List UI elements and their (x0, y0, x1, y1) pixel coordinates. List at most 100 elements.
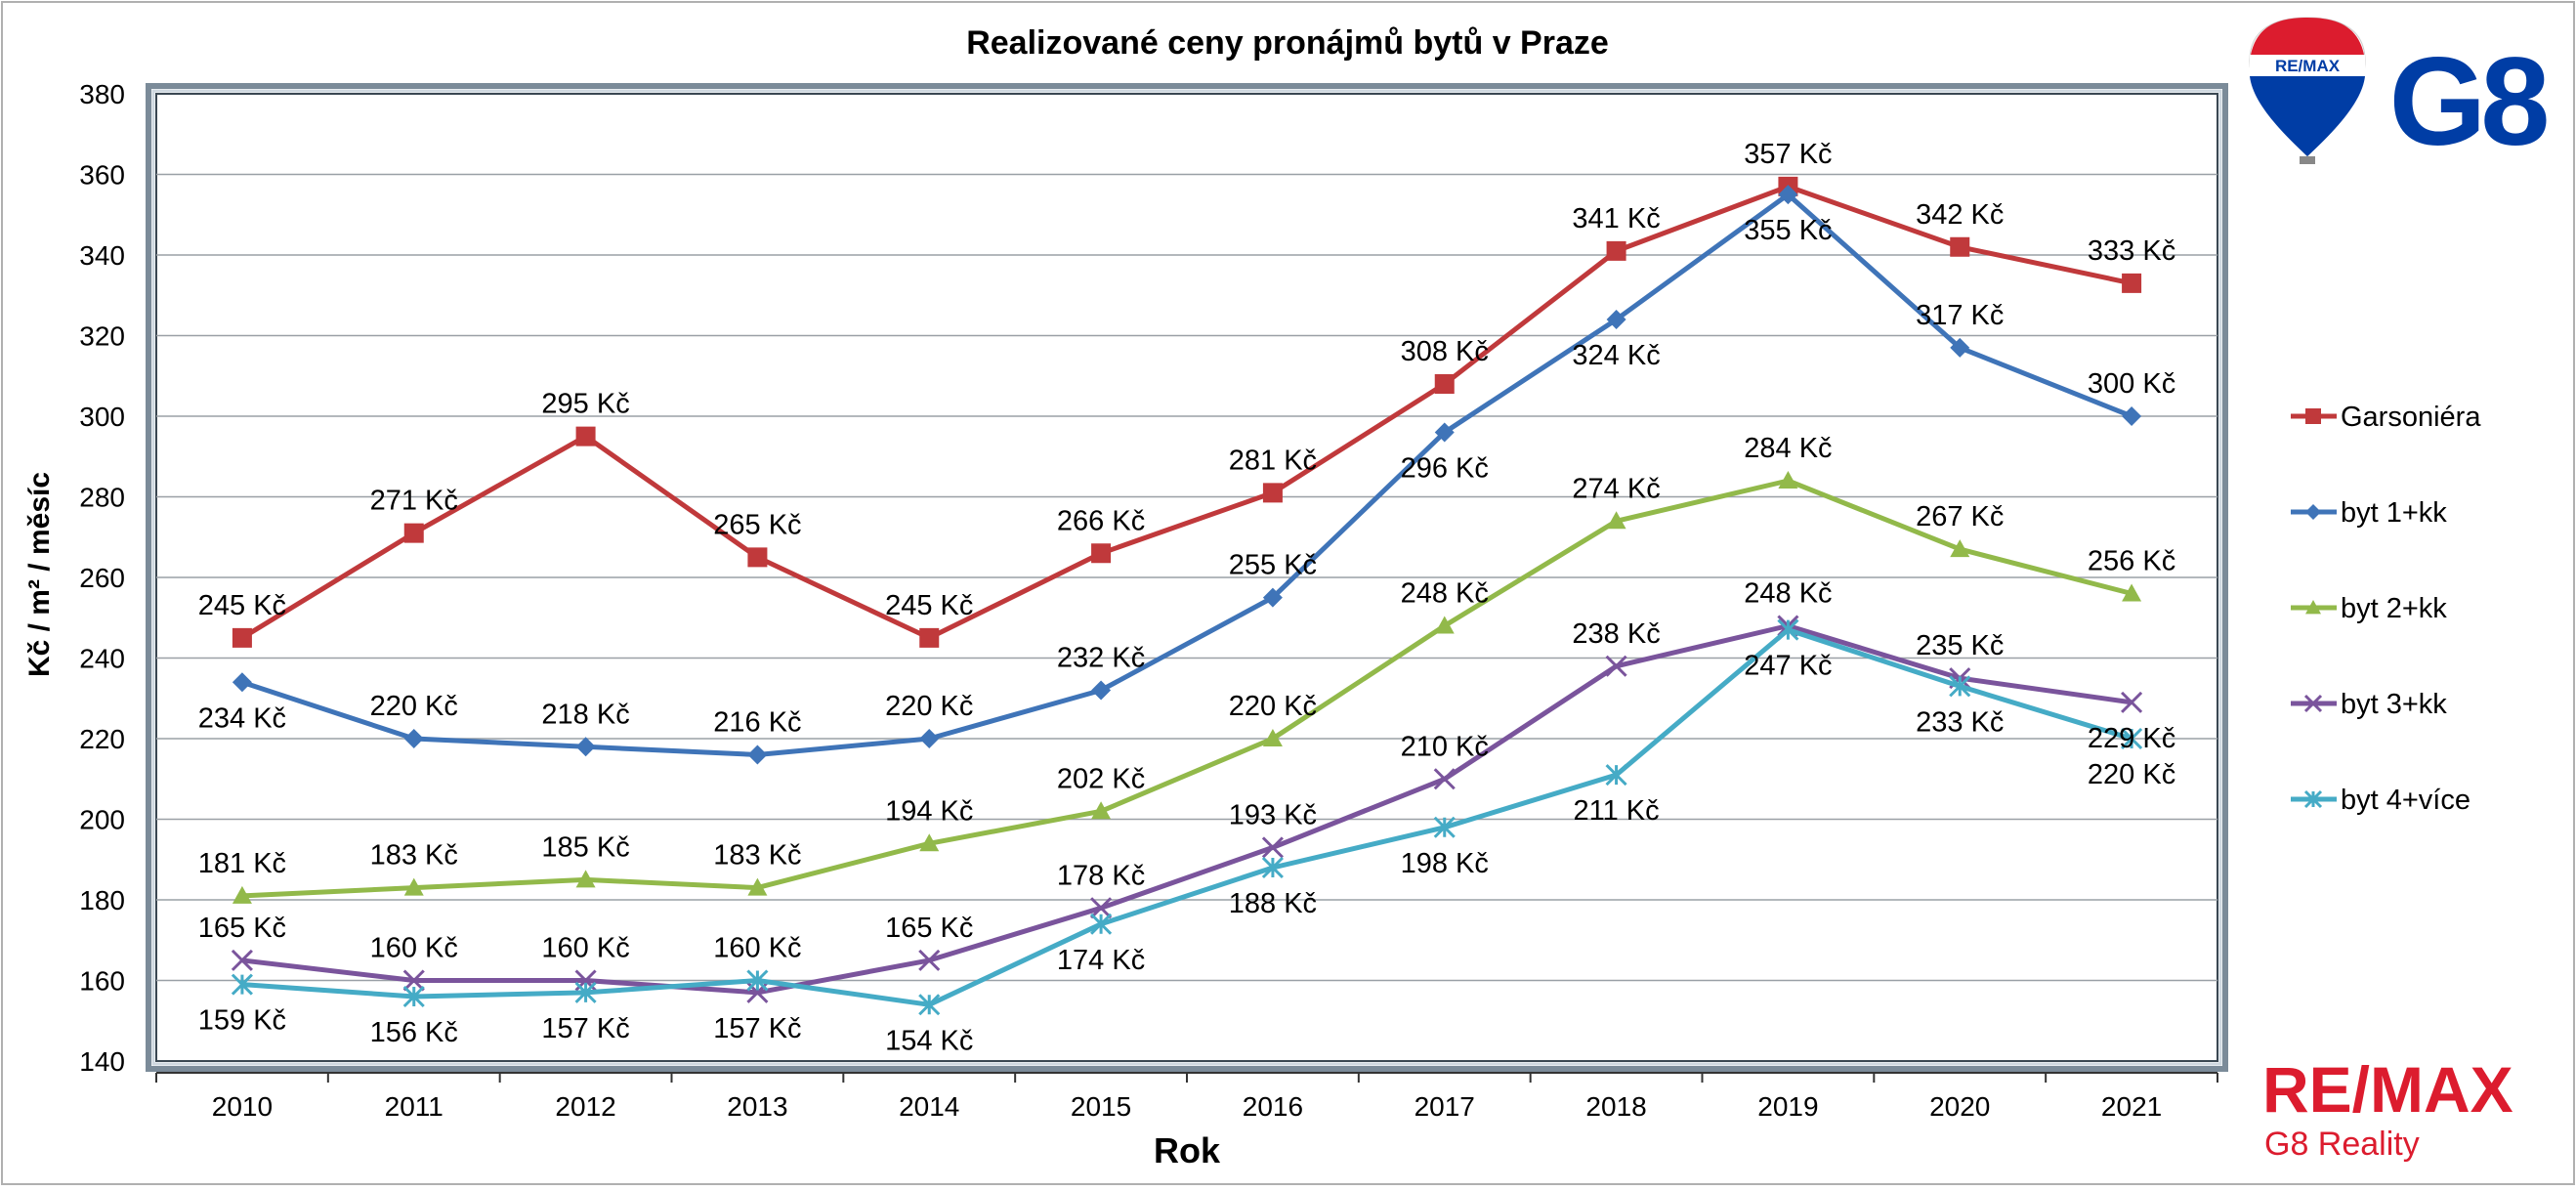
data-label: 247 Kč (1744, 651, 1832, 682)
point-marker (2121, 691, 2143, 713)
point-marker (231, 949, 253, 971)
point-marker (2303, 694, 2323, 713)
data-label: 198 Kč (1401, 848, 1489, 879)
grid-lines (156, 173, 2217, 982)
y-tick-label: 280 (79, 483, 125, 513)
x-tick-label: 2020 (1929, 1091, 1990, 1122)
data-label: 157 Kč (541, 1013, 629, 1044)
data-label: 265 Kč (713, 509, 801, 540)
data-label: 220 Kč (2088, 759, 2175, 790)
data-label: 355 Kč (1744, 215, 1832, 246)
data-label: 255 Kč (1229, 550, 1317, 581)
point-marker (2122, 273, 2142, 293)
point-marker (232, 672, 252, 693)
series-line (241, 478, 2133, 899)
series-line (241, 623, 2133, 996)
x-tick-label: 2021 (2101, 1091, 2162, 1122)
balloon-brand: RE/MAX (2275, 57, 2341, 75)
point-marker (747, 547, 768, 568)
legend-label: Garsoniéra (2341, 402, 2481, 433)
point-marker (1949, 675, 1971, 698)
x-tick-label: 2015 (1071, 1091, 1131, 1122)
series-group (232, 176, 2142, 648)
data-label: 317 Kč (1916, 300, 2004, 331)
data-label: 156 Kč (370, 1017, 458, 1048)
data-label: 234 Kč (198, 702, 286, 734)
point-marker (1090, 913, 1113, 935)
point-marker (403, 523, 424, 543)
data-label: 157 Kč (713, 1013, 801, 1044)
x-tick-label: 2014 (899, 1091, 959, 1122)
data-label: 245 Kč (885, 590, 973, 621)
chart-title: Realizované ceny pronájmů bytů v Praze (966, 24, 1609, 62)
point-marker (1262, 729, 1283, 746)
x-tick-label: 2017 (1415, 1091, 1475, 1122)
data-label: 229 Kč (2088, 723, 2175, 754)
legend-label: byt 4+více (2341, 785, 2470, 816)
remax-bottom-logo: RE/MAX G8 Reality (2262, 1053, 2513, 1163)
plot-frame-outer (146, 83, 2228, 1072)
series-line (241, 627, 2133, 1007)
x-tick-label: 2012 (555, 1091, 615, 1122)
data-label: 324 Kč (1572, 340, 1660, 371)
legend-entry: byt 4+více (2291, 785, 2470, 816)
point-marker (403, 729, 424, 748)
series-line (240, 184, 2133, 641)
data-label: 174 Kč (1057, 945, 1145, 976)
remax-subtitle: G8 Reality (2264, 1126, 2420, 1163)
series-group (232, 185, 2142, 765)
point-marker (1091, 801, 1112, 820)
x-tick-label: 2013 (727, 1091, 787, 1122)
data-label: 188 Kč (1229, 888, 1317, 919)
x-tick-label: 2011 (385, 1091, 443, 1122)
point-marker (1606, 511, 1626, 530)
data-label: 232 Kč (1057, 643, 1145, 674)
point-marker (1091, 680, 1112, 701)
point-marker (1434, 422, 1455, 443)
point-marker (2122, 583, 2142, 602)
point-marker (1262, 483, 1283, 503)
point-marker (575, 426, 596, 447)
legend-label: byt 3+kk (2341, 689, 2447, 720)
data-label: 183 Kč (370, 840, 458, 872)
data-label: 181 Kč (198, 848, 286, 879)
balloon-icon: RE/MAX (2249, 17, 2366, 164)
data-label: 284 Kč (1744, 433, 1832, 464)
point-marker (2303, 789, 2323, 809)
data-label: 216 Kč (713, 707, 801, 739)
point-marker (1606, 310, 1626, 329)
point-marker (1433, 768, 1456, 790)
point-marker (1950, 337, 1970, 358)
data-label: 220 Kč (1229, 691, 1317, 722)
y-tick-label: 320 (79, 321, 125, 352)
data-label: 341 Kč (1572, 203, 1660, 234)
point-marker (747, 744, 768, 765)
data-label: 165 Kč (885, 913, 973, 944)
data-label: 333 Kč (2088, 235, 2175, 267)
y-tick-label: 300 (79, 402, 125, 432)
data-label: 185 Kč (541, 831, 629, 863)
legend-entry: byt 1+kk (2291, 497, 2447, 529)
legend-label: byt 2+kk (2341, 593, 2447, 624)
point-marker (402, 969, 425, 992)
series-group (231, 615, 2143, 1003)
y-axis-ticks: 140 160 180 200 220 240 260 280 300 320 340 360 380 (79, 79, 125, 1077)
data-label: 194 Kč (885, 795, 973, 827)
point-marker (1434, 616, 1455, 634)
remax-brand: RE/MAX (2262, 1053, 2513, 1126)
y-tick-label: 240 (79, 644, 125, 674)
x-tick-label: 2016 (1243, 1091, 1303, 1122)
x-tick-label: 2018 (1585, 1091, 1646, 1122)
data-label: 248 Kč (1401, 578, 1489, 610)
series-layer (231, 176, 2143, 1016)
point-marker (919, 627, 940, 648)
point-marker (1778, 471, 1798, 489)
x-axis-label: Rok (1154, 1130, 1221, 1170)
plot-frame-inner (151, 89, 2222, 1066)
x-tick-label: 2019 (1757, 1091, 1818, 1122)
data-label: 193 Kč (1229, 799, 1317, 830)
point-marker (2305, 600, 2321, 615)
point-marker (231, 973, 253, 996)
data-label: 220 Kč (885, 691, 973, 722)
